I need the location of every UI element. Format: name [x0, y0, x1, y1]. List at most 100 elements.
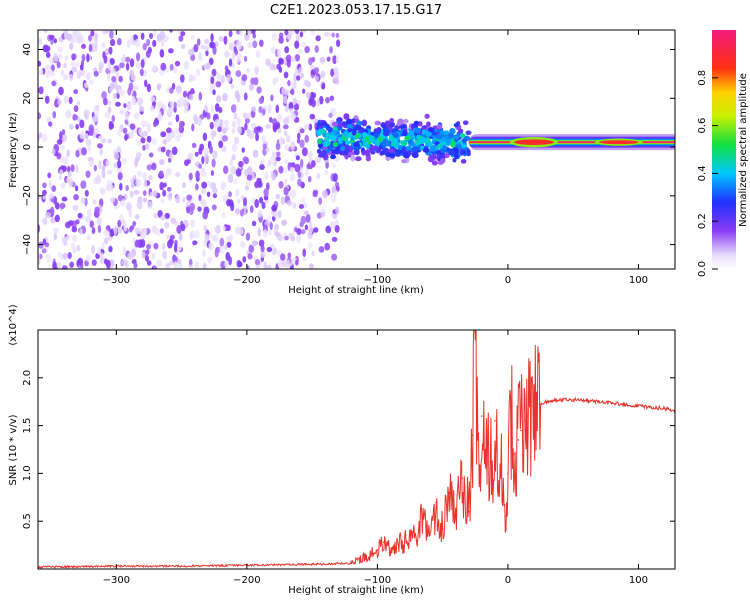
snr-y-multiplier: (x10^4) [8, 304, 19, 345]
spectrogram-cell [61, 129, 66, 136]
spectrogram-cell [212, 150, 218, 159]
spectrogram-cell [171, 146, 178, 156]
spectrogram-cell [324, 242, 331, 251]
spectrogram-cell [184, 159, 189, 167]
spectrogram-cell [75, 219, 80, 225]
spectrogram-cell [325, 96, 330, 104]
spectrogram-cell [223, 119, 229, 127]
snr-data-point [415, 539, 418, 542]
spectrogram-cell [239, 209, 244, 217]
spectrogram-cell [244, 122, 248, 131]
spectrogram-cell [121, 259, 127, 266]
spectrogram-cell [149, 105, 154, 112]
spectrogram-cell [457, 143, 462, 150]
spectrogram-cell [259, 164, 265, 171]
spectrogram-cell [160, 215, 166, 221]
spectrogram-cell [47, 172, 52, 179]
spectrogram-cell [230, 104, 237, 113]
spectrogram-cell [288, 30, 295, 35]
spectrogram-cell [146, 260, 152, 266]
spectrogram-cell [294, 30, 300, 34]
spectrogram-cell [411, 151, 419, 158]
spectrogram-cell [41, 218, 47, 224]
spectrogram-cell [146, 83, 151, 93]
spectrogram-cell [278, 36, 284, 44]
spectrogram-cell [51, 80, 57, 87]
spectrogram-cell [129, 35, 134, 44]
spectrogram-cell [134, 158, 139, 168]
spectrogram-cell [260, 244, 265, 253]
spectrogram-cell [117, 88, 123, 95]
spectrogram-cell [202, 210, 209, 220]
spectrogram-cell [256, 86, 262, 94]
x-tick-label: −100 [364, 275, 391, 286]
spectrogram-cell [140, 120, 146, 129]
spectrogram-cell [198, 194, 202, 202]
figure-title: C2E1.2023.053.17.15.G17 [270, 3, 442, 18]
snr-data-point [559, 398, 561, 401]
spectrogram-cell [43, 30, 48, 34]
spectrogram-cell [86, 53, 90, 63]
spectrogram-cell [330, 134, 337, 142]
spectrogram-cell [67, 251, 72, 260]
spectrogram-cell [204, 106, 209, 113]
spectrogram-cell [117, 129, 122, 137]
spectrogram-cell [140, 32, 145, 40]
spectrogram-cell [436, 149, 442, 155]
spectrogram-cell [229, 158, 234, 167]
spectrogram-cell [107, 61, 111, 71]
snr-data-point [500, 443, 503, 446]
spectrogram-y-axis-label: Frequency (Hz) [8, 112, 19, 188]
snr-data-point [598, 400, 601, 403]
spectrogram-cell [106, 73, 111, 83]
colorbar-tick-label: 0.8 [697, 70, 708, 86]
spectrogram-cell [296, 228, 302, 236]
spectrogram-cell [85, 254, 91, 263]
spectrogram-cell [381, 123, 387, 129]
spectrogram-cell [465, 130, 472, 135]
snr-data-point [396, 539, 398, 542]
snr-data-point [180, 565, 183, 567]
spectrogram-cell [336, 39, 341, 48]
spectrogram-cell [226, 198, 232, 207]
spectrogram-cell [245, 67, 251, 73]
y-tick-label: 2.0 [22, 370, 33, 386]
spectrogram-cell [237, 52, 242, 60]
spectrogram-cell [296, 75, 301, 81]
spectrogram-cell [334, 190, 338, 195]
spectrogram-cell [168, 48, 174, 54]
spectrogram-cell [91, 116, 97, 123]
spectrogram-cell [139, 105, 145, 112]
spectrogram-cell [63, 30, 69, 38]
spectrogram-cell [401, 159, 407, 164]
spectrogram-cell [144, 79, 148, 88]
spectrogram-cell [361, 119, 368, 127]
spectrogram-cell [459, 133, 466, 138]
spectrogram-cell [114, 225, 118, 235]
spectrogram-cell [162, 189, 167, 197]
spectrogram-cell [419, 136, 427, 144]
spectrogram-cell [96, 246, 101, 255]
colorbar-gradient [712, 30, 736, 269]
snr-data-point [504, 515, 507, 518]
spectrogram-cell [276, 151, 281, 157]
spectrogram-cell [460, 159, 467, 164]
spectrogram-cell [231, 154, 236, 161]
spectrogram-cell [160, 146, 166, 153]
spectrogram-cell [242, 256, 247, 263]
spectrogram-cell [270, 94, 274, 102]
snr-data-point [350, 562, 353, 565]
spectrogram-cell [218, 140, 224, 149]
spectrogram-cell [104, 237, 109, 245]
spectrogram-cell [275, 142, 281, 151]
spectrogram-cell [255, 132, 259, 142]
spectrogram-cell [365, 155, 372, 162]
spectrogram-cell [38, 224, 41, 233]
spectrogram-cell [222, 93, 228, 102]
x-tick-label: −200 [233, 575, 260, 586]
spectrogram-cell [301, 41, 307, 47]
y-tick-label: 20 [22, 92, 33, 105]
spectrogram-cell [461, 149, 467, 155]
spectrogram-cell [107, 138, 112, 144]
spectrogram-cell [177, 262, 183, 269]
